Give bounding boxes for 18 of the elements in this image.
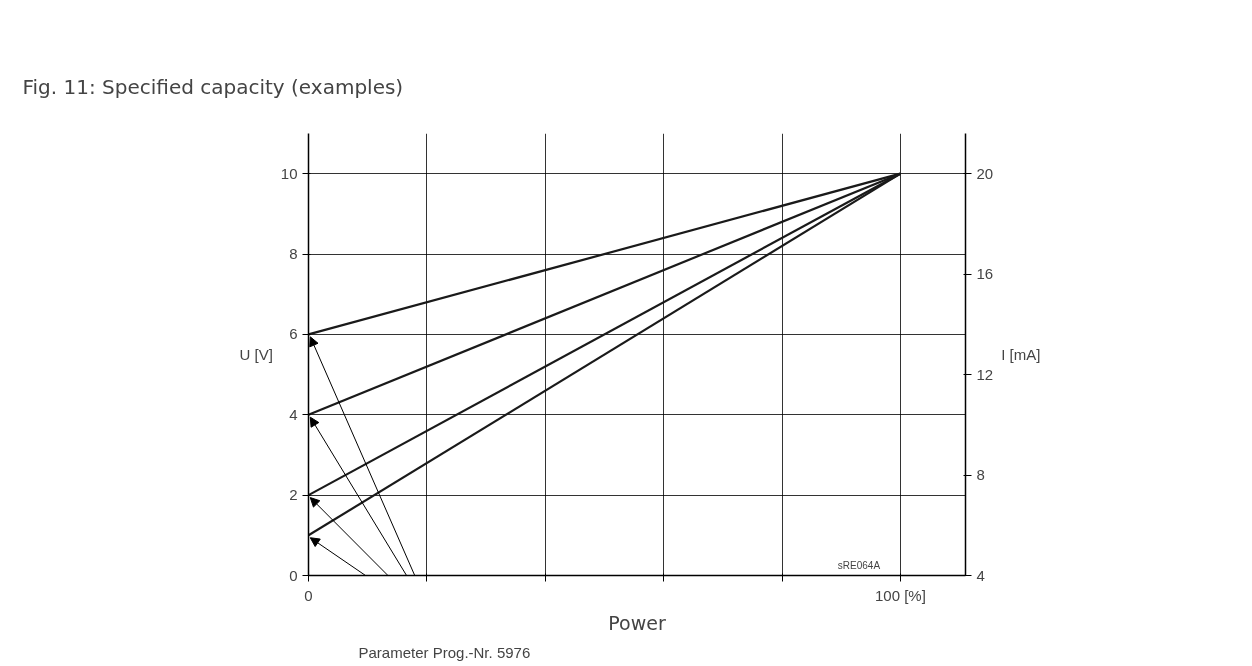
y2-tick-label: 20 <box>976 164 994 182</box>
text: Parameter Prog.-Nr. 5976 <box>358 643 531 661</box>
y-tick-label: 6 <box>289 325 298 343</box>
y2-tick-label: 8 <box>976 466 985 484</box>
x-tick-label: 100 [%] <box>874 586 926 604</box>
y-tick-label: 0 <box>289 566 298 584</box>
y2-tick-label: 4 <box>976 566 985 584</box>
y-axis-title: U [V] <box>239 346 273 363</box>
y2-tick-label: 16 <box>976 265 994 283</box>
y-tick-label: 8 <box>289 245 298 263</box>
y-tick-label: 2 <box>289 486 298 504</box>
y2-axis-title: I [mA] <box>1001 346 1041 363</box>
y-tick-label: 10 <box>280 164 298 182</box>
chart-title: Fig. 11: Specified capacity (examples) <box>22 74 404 99</box>
x-axis-title: Power <box>608 611 666 634</box>
annotation: sRE064A <box>837 559 881 571</box>
y-tick-label: 4 <box>289 405 298 423</box>
y2-tick-label: 12 <box>976 365 994 383</box>
